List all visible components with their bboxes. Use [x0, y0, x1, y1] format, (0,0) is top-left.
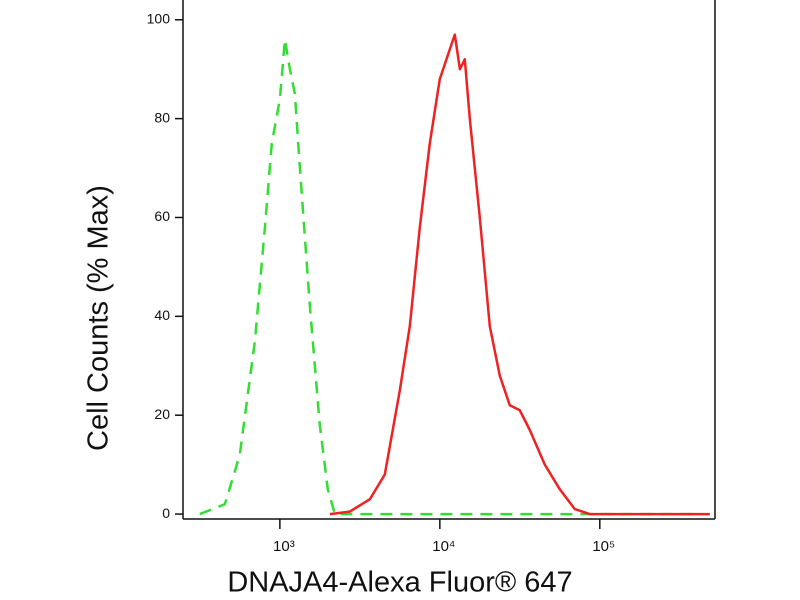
- y-tick-label: 20: [154, 406, 170, 422]
- x-tick-label: 10⁵: [592, 538, 615, 555]
- x-tick-label: 10⁴: [432, 538, 455, 555]
- y-tick-label: 40: [154, 307, 170, 323]
- y-tick-label: 60: [154, 208, 170, 224]
- series-line: [329, 33, 710, 516]
- y-tick-label: 100: [147, 10, 171, 26]
- y-tick-label: 0: [162, 505, 170, 521]
- series-line: [199, 38, 700, 516]
- x-tick-label: 10³: [273, 538, 295, 555]
- y-tick-label: 80: [154, 109, 170, 125]
- x-axis-title: DNAJA4-Alexa Fluor® 647: [227, 567, 572, 599]
- y-axis-title: Cell Counts (% Max): [83, 185, 115, 451]
